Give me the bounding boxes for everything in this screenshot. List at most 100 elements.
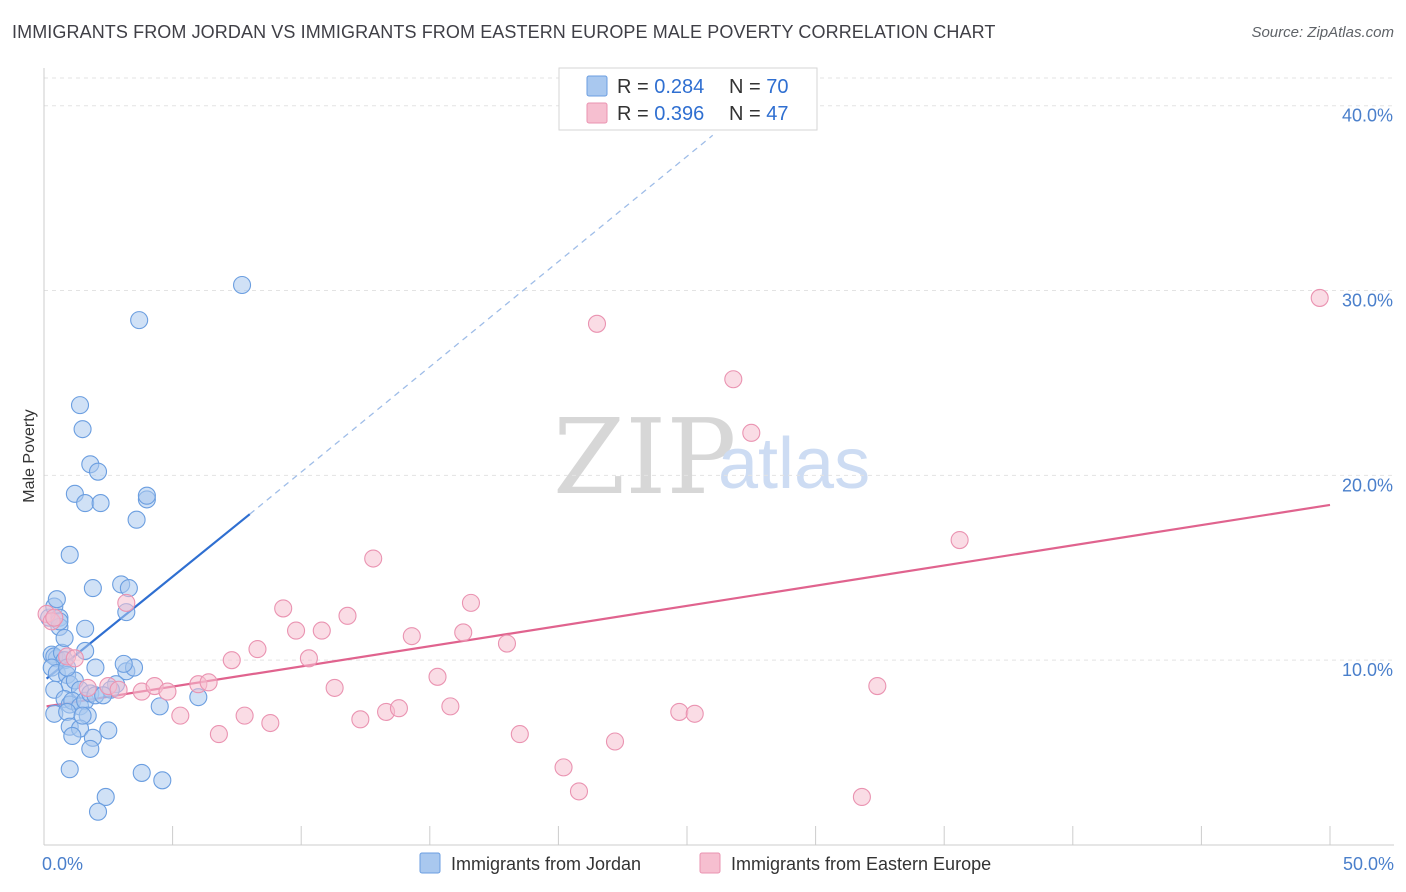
jordan-point [73, 420, 92, 439]
jordan-point [63, 726, 82, 746]
jordan-point [137, 486, 156, 505]
y-tick-labels: 10.0% 20.0% 30.0% 40.0% [1342, 106, 1393, 680]
eastern-europe-point [950, 530, 969, 550]
jordan-point [232, 275, 252, 295]
jordan-trendline-extrapolated [249, 134, 714, 515]
y-tick-label: 40.0% [1342, 106, 1393, 126]
eastern-europe-point [605, 732, 625, 751]
eastern-europe-point [299, 649, 318, 668]
legend-r-value-eastern-europe: 0.396 [654, 103, 704, 125]
eastern-europe-point [78, 678, 97, 697]
eastern-europe-point [287, 621, 306, 640]
eastern-europe-point [852, 787, 871, 806]
jordan-point [130, 311, 149, 330]
eastern-europe-point [209, 725, 228, 744]
eastern-europe-point [569, 782, 589, 801]
jordan-point [119, 579, 138, 598]
bottom-legend-swatch-jordan [419, 852, 441, 874]
eastern-europe-point [554, 758, 573, 777]
jordan-point [88, 802, 108, 821]
eastern-europe-point [351, 710, 370, 729]
eastern-europe-point [199, 673, 218, 692]
watermark-atlas: atlas [718, 424, 870, 504]
jordan-point [114, 654, 133, 673]
eastern-europe-point [312, 621, 331, 640]
eastern-europe-point [670, 702, 689, 721]
jordan-point [55, 628, 74, 648]
chart-title: IMMIGRANTS FROM JORDAN VS IMMIGRANTS FRO… [12, 22, 996, 42]
axes [43, 68, 1394, 846]
jordan-point [86, 658, 105, 677]
eastern-europe-point [389, 699, 408, 718]
eastern-europe-trendline [46, 503, 1331, 708]
y-tick-label: 20.0% [1342, 475, 1393, 495]
jordan-point [76, 494, 95, 513]
jordan-point [58, 702, 77, 721]
source-credit: Source: ZipAtlas.com [1251, 24, 1394, 41]
eastern-europe-point [724, 370, 743, 389]
y-tick-label: 10.0% [1342, 660, 1393, 680]
eastern-europe-point [497, 634, 517, 653]
eastern-europe-point [158, 682, 177, 701]
jordan-point [60, 760, 79, 779]
x-tick-label-min: 0.0% [42, 854, 83, 874]
eastern-europe-point [222, 651, 241, 670]
legend-n-value-eastern-europe: 47 [766, 103, 788, 125]
y-axis-label: Male Poverty [21, 409, 38, 502]
jordan-point [150, 697, 169, 716]
eastern-europe-point [235, 706, 254, 725]
jordan-point [83, 579, 102, 598]
legend-n-value-jordan: 70 [766, 76, 788, 98]
legend-swatch-jordan [586, 75, 608, 97]
eastern-europe-point [171, 706, 190, 725]
eastern-europe-point [428, 667, 447, 686]
jordan-point [99, 721, 118, 740]
eastern-europe-point [441, 697, 460, 716]
jordan-point [132, 763, 151, 782]
eastern-europe-point [461, 593, 481, 612]
eastern-europe-point [1310, 288, 1329, 307]
bottom-legend-label-eastern-europe: Immigrants from Eastern Europe [731, 854, 991, 874]
eastern-europe-point [510, 725, 529, 744]
eastern-europe-point [274, 599, 293, 618]
watermark-zip: ZIP [553, 396, 736, 518]
legend-row-jordan: R = 0.284 [617, 76, 704, 98]
eastern-europe-point [261, 713, 280, 733]
jordan-point [88, 462, 108, 481]
eastern-europe-point [338, 606, 357, 625]
legend-r-label-eastern-europe: R = [617, 103, 654, 125]
eastern-europe-point [117, 593, 136, 612]
x-tick-label-max: 50.0% [1343, 854, 1394, 874]
eastern-europe-point [868, 677, 887, 696]
legend-r-label-jordan: R = [617, 76, 654, 98]
jordan-point [81, 739, 100, 758]
y-tick-label: 30.0% [1342, 291, 1393, 311]
eastern-europe-point [587, 314, 607, 333]
series-legend: Immigrants from Jordan Immigrants from E… [419, 852, 991, 874]
legend-swatch-eastern-europe [586, 102, 608, 124]
gridlines [44, 77, 1394, 661]
eastern-europe-point [685, 704, 704, 723]
jordan-point [60, 545, 79, 564]
jordan-point [96, 787, 115, 806]
eastern-europe-point [402, 627, 421, 646]
eastern-europe-point [325, 678, 344, 697]
bottom-legend-label-jordan: Immigrants from Jordan [451, 854, 641, 874]
jordan-point [70, 396, 90, 415]
legend-n-row-jordan: N = 70 [729, 76, 789, 98]
eastern-europe-points [37, 288, 1329, 806]
legend-n-label-eastern-europe: N = [729, 103, 766, 125]
jordan-point [153, 771, 172, 790]
correlation-legend: R = 0.284 N = 70 R = 0.396 N = 47 [558, 67, 818, 131]
jordan-point [91, 494, 110, 513]
legend-n-row-eastern-europe: N = 47 [729, 103, 789, 125]
jordan-point [127, 510, 146, 529]
legend-r-value-jordan: 0.284 [654, 76, 704, 98]
eastern-europe-point [109, 680, 128, 699]
eastern-europe-point [45, 608, 64, 627]
jordan-point [76, 619, 95, 638]
jordan-point [47, 590, 66, 609]
eastern-europe-point [742, 423, 761, 442]
legend-row-eastern-europe: R = 0.396 [617, 103, 704, 125]
